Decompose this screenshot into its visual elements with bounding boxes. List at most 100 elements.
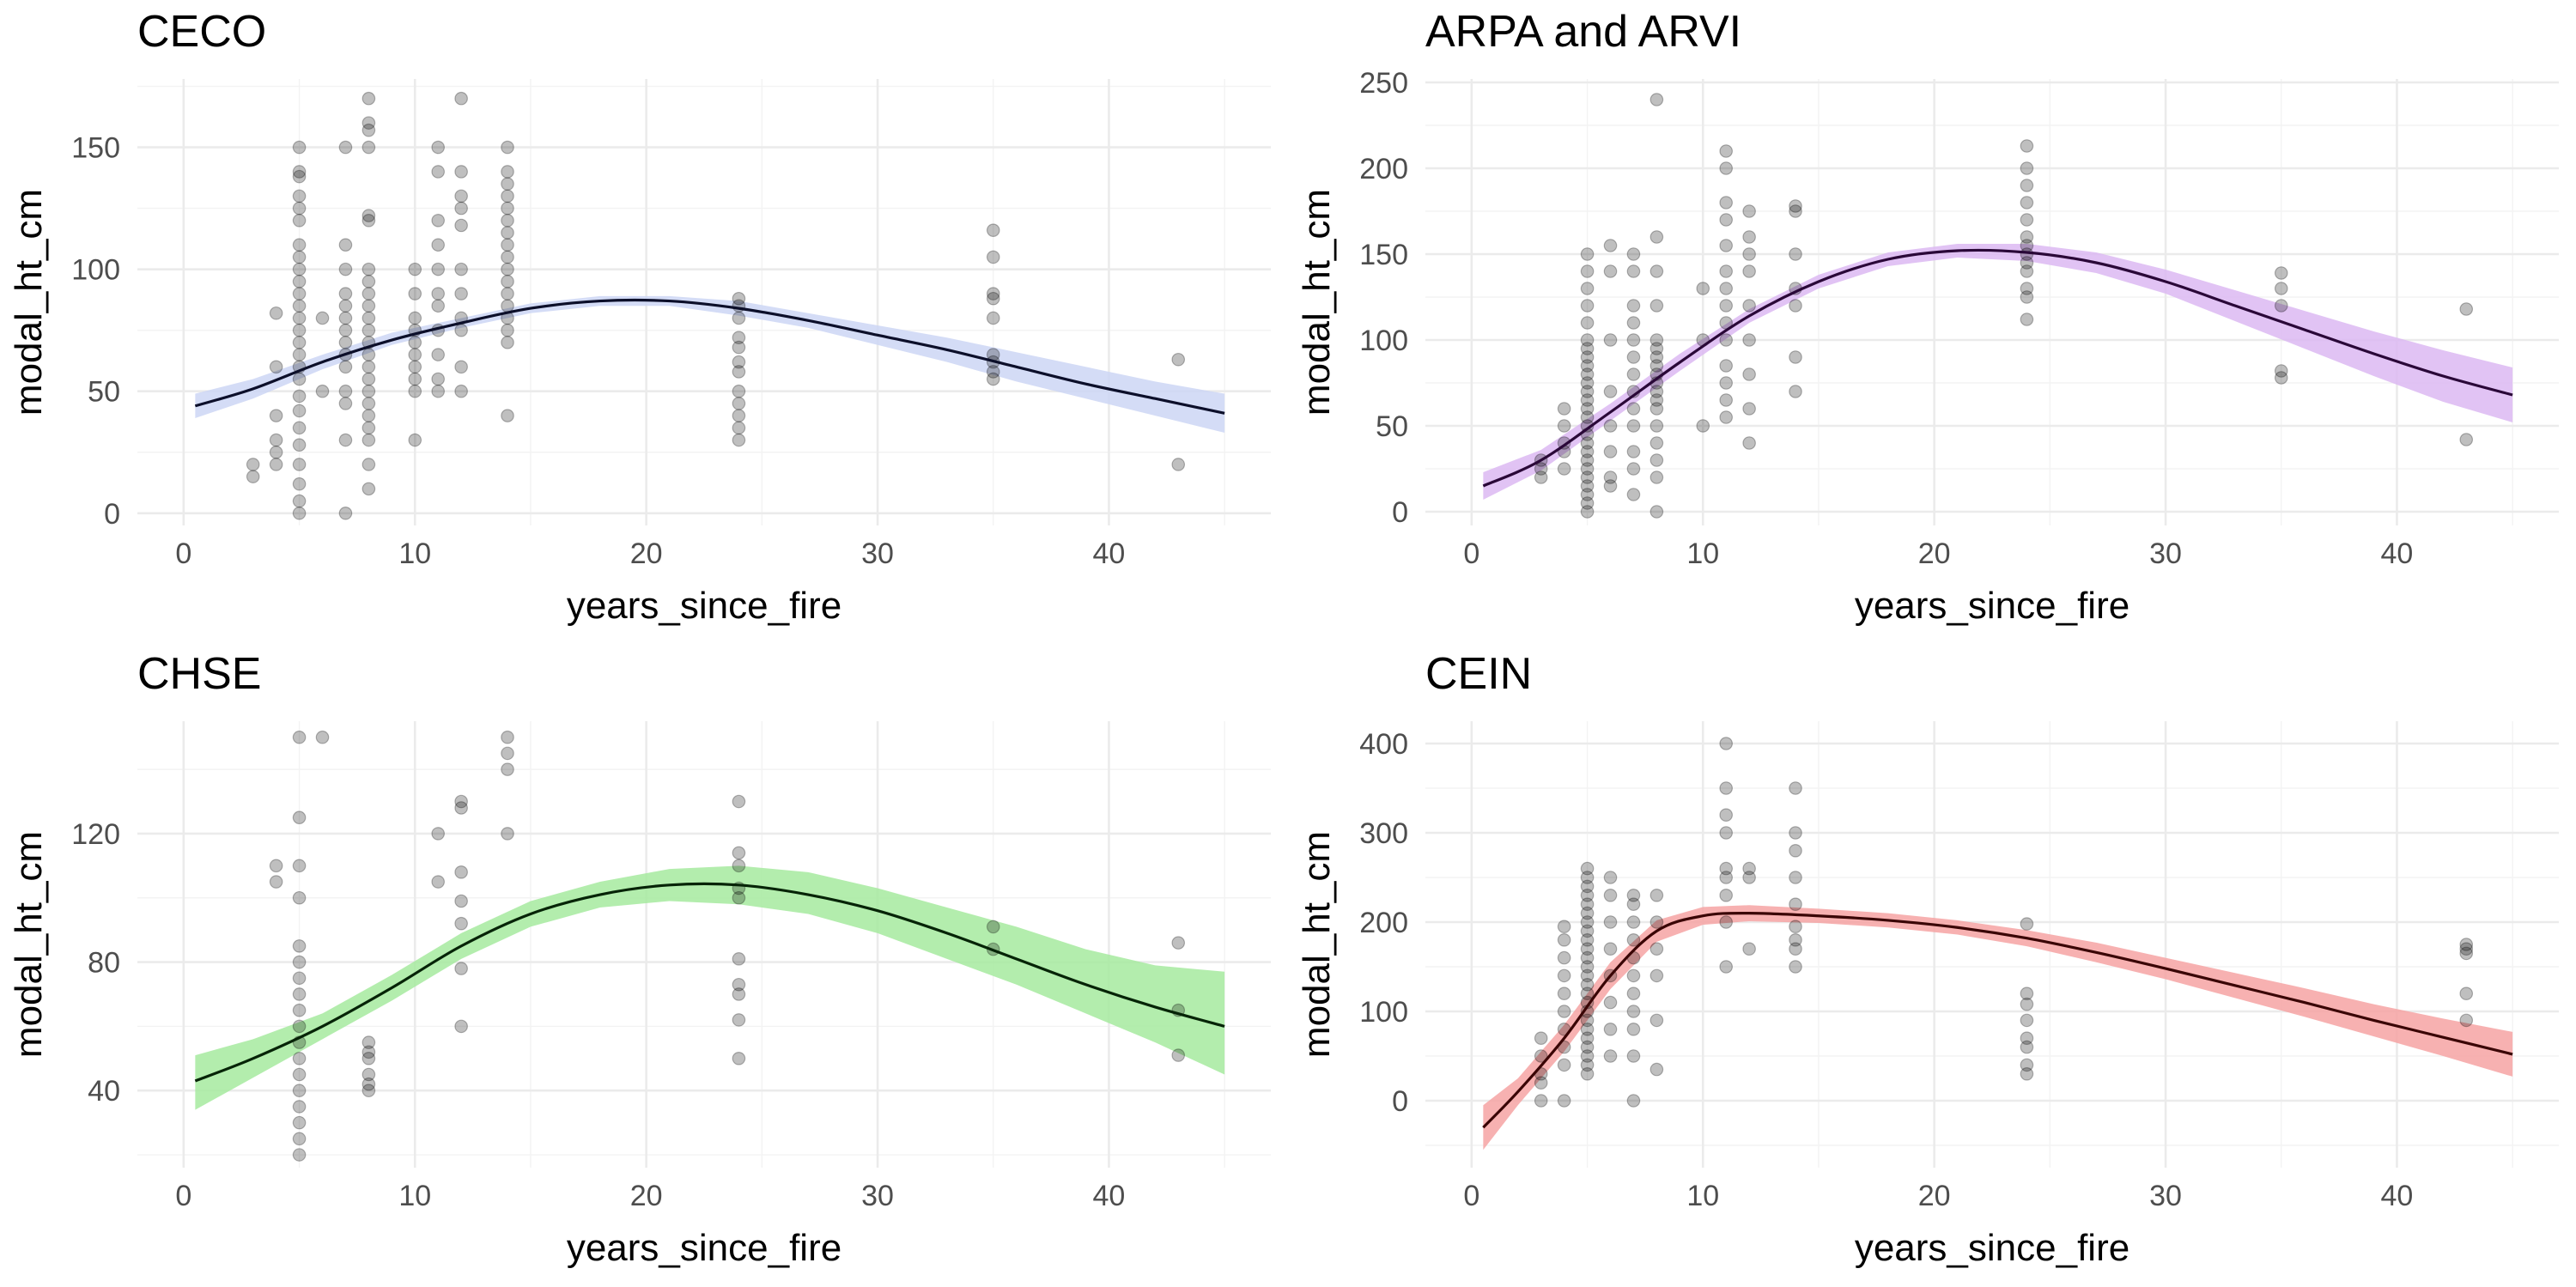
data-point bbox=[1580, 960, 1595, 974]
data-point bbox=[338, 140, 353, 155]
data-point bbox=[361, 433, 376, 447]
y-tick-label: 0 bbox=[1392, 1085, 1408, 1118]
data-point bbox=[1649, 93, 1664, 106]
x-tick-label: 40 bbox=[2381, 1180, 2414, 1212]
data-point bbox=[732, 365, 746, 379]
data-point bbox=[431, 140, 446, 155]
data-point bbox=[292, 1115, 307, 1130]
data-point bbox=[1603, 871, 1618, 884]
data-point bbox=[361, 482, 376, 496]
data-point bbox=[2020, 1058, 2034, 1072]
data-point bbox=[732, 397, 746, 410]
data-point bbox=[292, 421, 307, 435]
y-tick-label: 100 bbox=[1359, 325, 1408, 357]
data-point bbox=[1557, 402, 1571, 416]
data-point bbox=[986, 372, 1000, 386]
data-point bbox=[1719, 161, 1734, 175]
data-point bbox=[2020, 179, 2034, 192]
data-point bbox=[1580, 1023, 1595, 1036]
data-point bbox=[1719, 359, 1734, 373]
data-point bbox=[292, 250, 307, 264]
x-tick-label: 30 bbox=[2149, 1180, 2182, 1212]
y-tick-label: 100 bbox=[71, 254, 120, 287]
data-point bbox=[2020, 230, 2034, 244]
data-point bbox=[338, 299, 353, 313]
x-tick-label: 20 bbox=[630, 537, 663, 570]
data-point bbox=[338, 238, 353, 252]
data-point bbox=[1603, 445, 1618, 458]
data-point bbox=[732, 409, 746, 422]
data-point bbox=[2020, 1040, 2034, 1054]
data-point bbox=[338, 397, 353, 410]
data-point bbox=[1626, 350, 1641, 364]
data-point bbox=[1580, 915, 1595, 929]
y-tick-label: 0 bbox=[1392, 496, 1408, 529]
data-point bbox=[2274, 364, 2288, 378]
data-point bbox=[1696, 282, 1710, 295]
fitted-curve bbox=[194, 298, 1225, 415]
data-point bbox=[1580, 453, 1595, 467]
data-point bbox=[1603, 915, 1618, 929]
data-point bbox=[986, 920, 1000, 934]
data-point bbox=[1580, 470, 1595, 484]
data-point bbox=[1789, 933, 1802, 947]
data-point bbox=[1603, 264, 1618, 278]
data-point bbox=[2274, 266, 2288, 280]
data-point bbox=[1649, 299, 1664, 313]
data-point bbox=[292, 987, 307, 1001]
data-point bbox=[1580, 359, 1595, 373]
data-point bbox=[1742, 247, 1756, 261]
data-point bbox=[1626, 299, 1641, 313]
data-point bbox=[1742, 402, 1756, 416]
data-point bbox=[1649, 470, 1664, 484]
data-point bbox=[431, 262, 446, 276]
data-point bbox=[1603, 333, 1618, 347]
data-point bbox=[986, 365, 1000, 379]
data-point bbox=[1649, 1013, 1664, 1028]
data-point bbox=[454, 1019, 468, 1034]
fitted-curve bbox=[1482, 911, 2513, 1129]
data-point bbox=[1171, 352, 1186, 367]
data-point bbox=[292, 506, 307, 520]
data-point bbox=[1580, 342, 1595, 355]
data-point bbox=[1719, 239, 1734, 252]
data-point bbox=[1742, 861, 1756, 876]
data-point bbox=[1580, 479, 1595, 493]
data-point bbox=[338, 360, 353, 374]
data-point bbox=[361, 275, 376, 288]
data-point bbox=[1557, 920, 1571, 933]
data-point bbox=[338, 506, 353, 520]
data-point bbox=[1626, 462, 1641, 476]
x-tick-label: 10 bbox=[398, 537, 431, 570]
data-point bbox=[292, 299, 307, 313]
data-point bbox=[2459, 433, 2474, 446]
data-point bbox=[292, 810, 307, 825]
data-point bbox=[361, 360, 376, 374]
data-point bbox=[1603, 385, 1618, 398]
data-point bbox=[1580, 897, 1595, 911]
data-point bbox=[732, 1013, 746, 1027]
data-point bbox=[361, 1067, 376, 1082]
data-point bbox=[1580, 247, 1595, 261]
data-point bbox=[1580, 436, 1595, 450]
x-tick-label: 20 bbox=[1918, 537, 1951, 570]
data-point bbox=[454, 962, 468, 975]
data-point bbox=[1580, 1049, 1595, 1063]
data-point bbox=[361, 214, 376, 228]
data-point bbox=[1557, 1094, 1571, 1108]
data-point bbox=[361, 397, 376, 410]
data-point bbox=[269, 875, 283, 889]
data-point bbox=[1649, 402, 1664, 416]
data-point bbox=[1603, 470, 1618, 484]
data-point bbox=[1580, 385, 1595, 398]
data-point bbox=[269, 433, 283, 447]
data-point bbox=[1719, 144, 1734, 158]
data-point bbox=[1557, 968, 1571, 983]
data-point bbox=[1603, 995, 1618, 1010]
data-point bbox=[1557, 986, 1571, 1000]
data-point bbox=[1580, 488, 1595, 501]
data-point bbox=[732, 890, 746, 905]
data-point bbox=[1626, 889, 1641, 902]
data-point bbox=[1580, 924, 1595, 938]
